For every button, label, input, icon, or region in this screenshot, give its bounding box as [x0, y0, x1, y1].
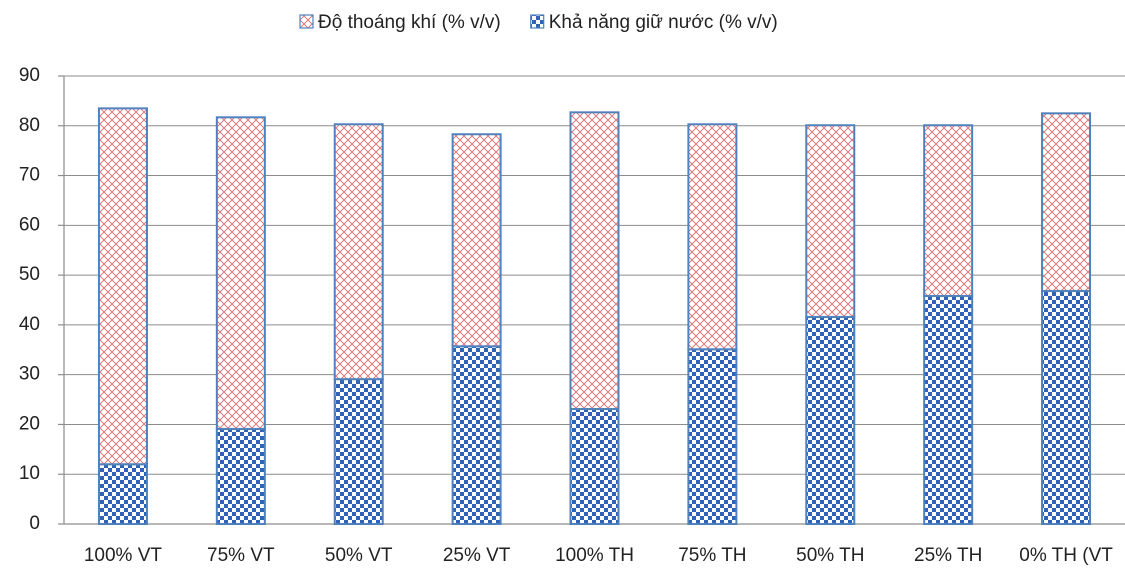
x-tick-label: 50% VT: [325, 545, 393, 566]
legend-swatch: [299, 14, 314, 29]
bar-segment: [451, 345, 502, 525]
y-tick-label: 0: [29, 513, 40, 534]
legend-label: Độ thoáng khí (% v/v): [318, 12, 501, 33]
bar-segment: [333, 378, 384, 525]
y-tick-label: 50: [19, 264, 40, 285]
bar-segment: [1041, 290, 1092, 526]
bar-segment: [805, 124, 856, 318]
y-tick-label: 20: [19, 413, 40, 434]
bar-segment: [687, 348, 738, 525]
y-tick-label: 70: [19, 165, 40, 186]
y-tick-label: 10: [19, 463, 40, 484]
x-tick-label: 100% TH: [555, 545, 634, 566]
x-tick-label: 75% VT: [207, 545, 275, 566]
bar-segment: [923, 124, 974, 298]
bar-segment: [215, 116, 266, 430]
bar-segment: [215, 427, 266, 525]
x-tick-label: 100% VT: [84, 545, 163, 566]
x-tick-label: 25% TH: [914, 545, 982, 566]
y-tick-label: 30: [19, 364, 40, 385]
y-tick-label: 60: [19, 214, 40, 235]
bar-segment: [805, 315, 856, 525]
bar-segment: [97, 107, 148, 466]
legend-label: Khả năng giữ nước (% v/v): [549, 12, 778, 33]
bar-segment: [923, 295, 974, 526]
bar-segment: [687, 123, 738, 351]
bar-segment: [1041, 112, 1092, 293]
bar-segment: [451, 133, 502, 348]
x-tick-label: 0% TH (VT: [1019, 545, 1113, 566]
legend-swatch: [530, 14, 545, 29]
y-tick-label: 80: [19, 115, 40, 136]
bar-segment: [97, 463, 148, 525]
x-tick-label: 75% TH: [678, 545, 746, 566]
x-tick-label: 50% TH: [796, 545, 864, 566]
x-tick-label: 25% VT: [443, 545, 511, 566]
bar-segment: [569, 408, 620, 525]
y-tick-label: 40: [19, 314, 40, 335]
y-tick-label: 90: [19, 65, 40, 86]
bar-segment: [333, 123, 384, 381]
bar-segment: [569, 111, 620, 411]
